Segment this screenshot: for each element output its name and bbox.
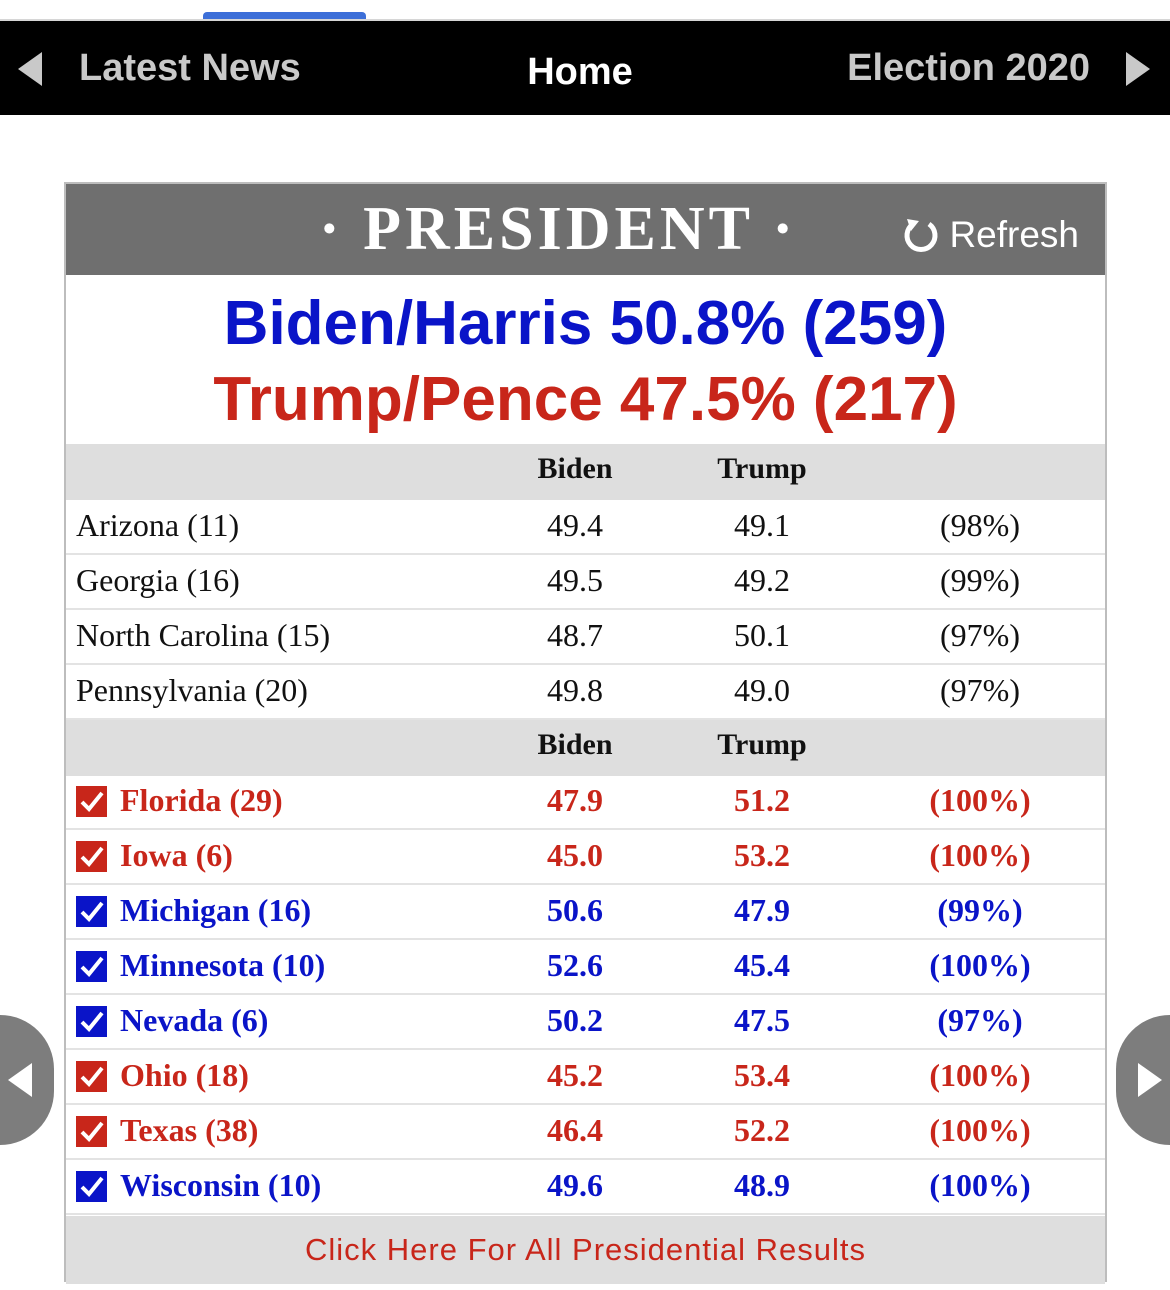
checkmark-icon bbox=[76, 951, 107, 982]
president-results-panel: · PRESIDENT · Refresh Biden/Harris 50.8%… bbox=[64, 182, 1107, 1284]
panel-title: · PRESIDENT · bbox=[318, 195, 798, 263]
nav-next-arrow-icon[interactable] bbox=[1126, 52, 1150, 86]
state-row-ohio[interactable]: Ohio (18) 45.2 53.4 (100%) bbox=[66, 1050, 1105, 1105]
state-row-georgia[interactable]: Georgia (16) 49.5 49.2 (99%) bbox=[66, 555, 1105, 610]
biden-value: 49.4 bbox=[547, 507, 603, 543]
trump-value: 49.1 bbox=[734, 507, 790, 543]
checkmark-icon bbox=[76, 841, 107, 872]
trump-value: 47.5 bbox=[734, 1002, 790, 1038]
chevron-left-icon bbox=[8, 1063, 32, 1097]
pending-column-header: Biden Trump bbox=[66, 444, 1105, 500]
state-row-florida[interactable]: Florida (29) 47.9 51.2 (100%) bbox=[66, 775, 1105, 830]
reporting-percent: (97%) bbox=[940, 617, 1020, 653]
checkmark-icon bbox=[76, 1061, 107, 1092]
column-biden: Biden bbox=[537, 728, 613, 761]
called-column-header: Biden Trump bbox=[66, 720, 1105, 776]
reporting-percent: (99%) bbox=[940, 562, 1020, 598]
active-tab-indicator bbox=[203, 12, 366, 19]
biden-value: 45.0 bbox=[547, 837, 603, 873]
state-row-wisconsin[interactable]: Wisconsin (10) 49.6 48.9 (100%) bbox=[66, 1160, 1105, 1215]
trump-value: 52.2 bbox=[734, 1112, 790, 1148]
section-navbar: Latest News Home Election 2020 bbox=[0, 21, 1170, 115]
trump-headline: Trump/Pence 47.5% (217) bbox=[213, 365, 958, 434]
nav-election-2020[interactable]: Election 2020 bbox=[847, 47, 1090, 89]
biden-value: 50.2 bbox=[547, 1002, 603, 1038]
state-name: Georgia (16) bbox=[76, 562, 240, 598]
state-name: Florida (29) bbox=[120, 782, 283, 818]
reporting-percent: (97%) bbox=[940, 672, 1020, 708]
state-row-nevada[interactable]: Nevada (6) 50.2 47.5 (97%) bbox=[66, 995, 1105, 1050]
state-name: Iowa (6) bbox=[120, 837, 233, 873]
column-biden: Biden bbox=[537, 452, 613, 485]
biden-value: 52.6 bbox=[547, 947, 603, 983]
carousel-next-button[interactable] bbox=[1116, 1015, 1170, 1145]
reporting-percent: (100%) bbox=[929, 1057, 1031, 1093]
state-row-minnesota[interactable]: Minnesota (10) 52.6 45.4 (100%) bbox=[66, 940, 1105, 995]
reporting-percent: (100%) bbox=[929, 1112, 1031, 1148]
state-row-arizona[interactable]: Arizona (11) 49.4 49.1 (98%) bbox=[66, 500, 1105, 555]
carousel-prev-button[interactable] bbox=[0, 1015, 54, 1145]
state-name: Nevada (6) bbox=[120, 1002, 269, 1038]
all-results-link[interactable]: Click Here For All Presidential Results bbox=[66, 1216, 1105, 1284]
biden-value: 49.5 bbox=[547, 562, 603, 598]
checkmark-icon bbox=[76, 1116, 107, 1147]
state-name: Arizona (11) bbox=[76, 507, 240, 543]
biden-value: 46.4 bbox=[547, 1112, 603, 1148]
checkmark-icon bbox=[76, 896, 107, 927]
chevron-right-icon bbox=[1138, 1063, 1162, 1097]
checkmark-icon bbox=[76, 786, 107, 817]
trump-value: 53.2 bbox=[734, 837, 790, 873]
reporting-percent: (99%) bbox=[937, 892, 1023, 928]
checkmark-icon bbox=[76, 1171, 107, 1202]
state-name: Michigan (16) bbox=[120, 892, 312, 928]
state-name: North Carolina (15) bbox=[76, 617, 331, 653]
biden-value: 45.2 bbox=[547, 1057, 603, 1093]
biden-value: 49.6 bbox=[547, 1167, 603, 1203]
top-divider bbox=[0, 19, 1170, 21]
reporting-percent: (97%) bbox=[937, 1002, 1023, 1038]
biden-headline: Biden/Harris 50.8% (259) bbox=[223, 289, 948, 358]
trump-value: 53.4 bbox=[734, 1057, 790, 1093]
trump-value: 49.0 bbox=[734, 672, 790, 708]
trump-value: 50.1 bbox=[734, 617, 790, 653]
biden-value: 47.9 bbox=[547, 782, 603, 818]
reporting-percent: (100%) bbox=[929, 947, 1031, 983]
column-trump: Trump bbox=[717, 452, 807, 485]
nav-latest-news[interactable]: Latest News bbox=[79, 47, 301, 89]
state-row-north-carolina[interactable]: North Carolina (15) 48.7 50.1 (97%) bbox=[66, 610, 1105, 665]
biden-value: 50.6 bbox=[547, 892, 603, 928]
state-name: Wisconsin (10) bbox=[120, 1167, 322, 1203]
refresh-icon bbox=[904, 219, 938, 252]
trump-value: 48.9 bbox=[734, 1167, 790, 1203]
state-name: Texas (38) bbox=[120, 1112, 259, 1148]
state-row-iowa[interactable]: Iowa (6) 45.0 53.2 (100%) bbox=[66, 830, 1105, 885]
reporting-percent: (100%) bbox=[929, 782, 1031, 818]
state-name: Ohio (18) bbox=[120, 1057, 249, 1093]
column-trump: Trump bbox=[717, 728, 807, 761]
biden-value: 49.8 bbox=[547, 672, 603, 708]
trump-value: 51.2 bbox=[734, 782, 790, 818]
checkmark-icon bbox=[76, 1006, 107, 1037]
state-row-pennsylvania[interactable]: Pennsylvania (20) 49.8 49.0 (97%) bbox=[66, 665, 1105, 720]
trump-value: 45.4 bbox=[734, 947, 790, 983]
refresh-label: Refresh bbox=[949, 214, 1079, 255]
state-row-michigan[interactable]: Michigan (16) 50.6 47.9 (99%) bbox=[66, 885, 1105, 940]
reporting-percent: (100%) bbox=[929, 837, 1031, 873]
trump-value: 47.9 bbox=[734, 892, 790, 928]
state-row-texas[interactable]: Texas (38) 46.4 52.2 (100%) bbox=[66, 1105, 1105, 1160]
trump-value: 49.2 bbox=[734, 562, 790, 598]
nav-home[interactable]: Home bbox=[527, 51, 633, 93]
biden-value: 48.7 bbox=[547, 617, 603, 653]
nav-prev-arrow-icon[interactable] bbox=[18, 52, 42, 86]
state-name: Minnesota (10) bbox=[120, 947, 326, 983]
state-name: Pennsylvania (20) bbox=[76, 672, 308, 708]
refresh-button[interactable]: Refresh bbox=[903, 214, 1079, 256]
reporting-percent: (98%) bbox=[940, 507, 1020, 543]
reporting-percent: (100%) bbox=[929, 1167, 1031, 1203]
panel-header: · PRESIDENT · Refresh bbox=[66, 184, 1105, 275]
